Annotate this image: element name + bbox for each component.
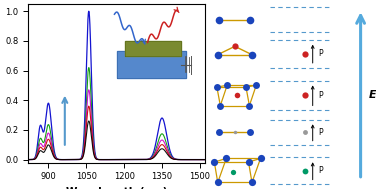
- X-axis label: Wavelength (nm): Wavelength (nm): [66, 187, 167, 189]
- Text: P: P: [319, 166, 323, 175]
- Text: E: E: [368, 90, 376, 99]
- Text: P: P: [319, 49, 323, 58]
- Text: P: P: [319, 91, 323, 100]
- Polygon shape: [117, 51, 186, 78]
- Polygon shape: [125, 41, 180, 56]
- Text: P: P: [319, 128, 323, 137]
